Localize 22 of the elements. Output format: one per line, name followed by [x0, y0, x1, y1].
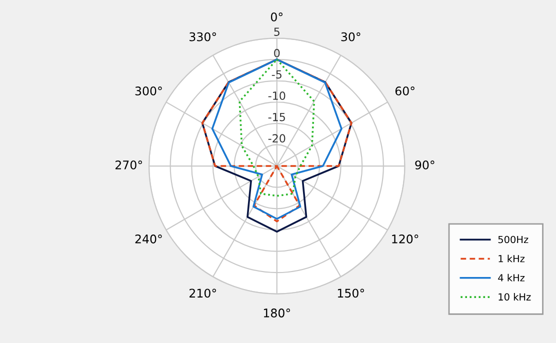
spoke-label: 30°	[341, 32, 360, 42]
spoke-label: 240°	[135, 234, 162, 244]
spoke-label: 90°	[415, 160, 434, 170]
y-tick-label: -5	[272, 70, 282, 79]
y-tick-label: -20	[268, 134, 286, 143]
spoke-label: 330°	[190, 32, 216, 42]
y-tick-label: -15	[268, 112, 285, 122]
spoke-label: 120°	[392, 234, 418, 244]
spoke-label: 0°	[270, 12, 282, 22]
y-tick-label: 0	[274, 48, 280, 58]
legend-label: 1 kHz	[498, 254, 525, 262]
spoke-label: 210°	[190, 288, 216, 298]
legend-label: 10 kHz	[498, 293, 531, 301]
spoke-label: 180°	[264, 308, 290, 318]
y-tick-label: -10	[268, 92, 286, 100]
spoke-label: 300°	[135, 86, 162, 96]
legend-label: 500Hz	[498, 236, 528, 244]
spoke-label: 270°	[116, 160, 142, 170]
spoke-label: 150°	[338, 288, 364, 298]
y-tick-label: 5	[274, 28, 280, 36]
spoke-label: 60°	[395, 86, 414, 96]
legend-label: 4 kHz	[498, 274, 525, 282]
